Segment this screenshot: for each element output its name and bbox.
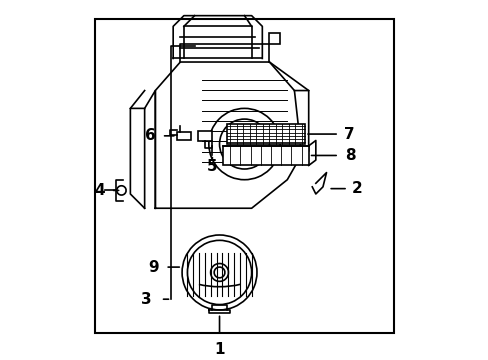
Text: 1: 1 bbox=[214, 342, 224, 357]
Text: 3: 3 bbox=[141, 292, 151, 307]
Bar bbox=[198, 131, 212, 141]
Text: 5: 5 bbox=[206, 159, 217, 174]
Text: 9: 9 bbox=[148, 260, 159, 275]
Text: 2: 2 bbox=[351, 181, 362, 196]
Text: 7: 7 bbox=[344, 127, 354, 141]
FancyBboxPatch shape bbox=[226, 125, 305, 144]
Bar bbox=[269, 33, 280, 44]
Text: 8: 8 bbox=[345, 148, 355, 163]
Bar bbox=[176, 131, 191, 140]
Text: 6: 6 bbox=[144, 129, 155, 143]
Bar bbox=[223, 146, 308, 166]
Text: 4: 4 bbox=[95, 183, 105, 198]
Bar bbox=[95, 19, 393, 333]
